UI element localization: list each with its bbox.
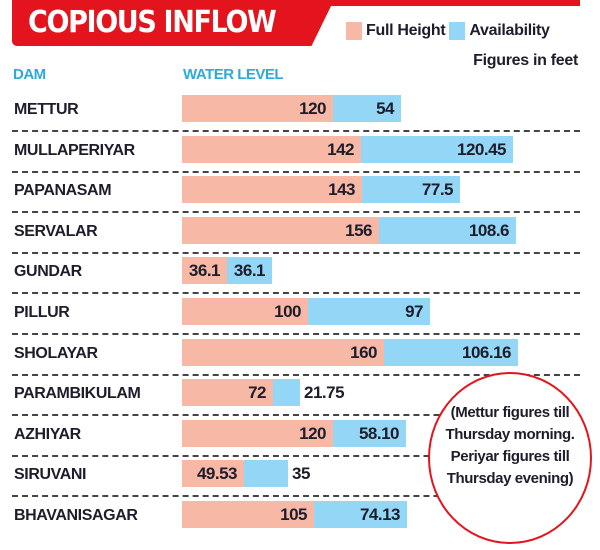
bar-group: 100 97	[182, 298, 430, 325]
dam-name: PARAMBIKULAM	[14, 385, 141, 403]
table-row: SERVALAR 156 108.6	[12, 214, 580, 254]
bar-full-height: 72	[182, 379, 273, 407]
value-full-height: 105	[280, 505, 307, 524]
legend-label-availability: Availability	[469, 22, 550, 39]
bar-availability: 74.13	[314, 501, 407, 528]
row-divider	[12, 292, 580, 295]
row-divider	[12, 211, 580, 214]
row-divider	[12, 454, 580, 457]
value-full-height: 142	[327, 139, 354, 159]
bar-availability: 106.16	[384, 338, 518, 366]
row-divider	[12, 333, 580, 335]
bar-full-height: 49.53	[182, 460, 244, 488]
bar-group: 49.53 35	[182, 460, 310, 488]
bar-availability: 58.10	[333, 419, 406, 447]
dam-name: PILLUR	[14, 304, 70, 321]
value-availability: 35	[292, 464, 310, 484]
bar-group: 160 106.16	[182, 338, 518, 366]
dam-name: BHAVANISAGAR	[14, 507, 138, 524]
units-note: Figures in feet	[473, 52, 578, 69]
bar-availability: 36.1	[227, 257, 272, 285]
table-row: PAPANASAM 143 77.5	[12, 173, 580, 214]
row-divider	[12, 373, 580, 376]
bar-full-height: 143	[182, 176, 362, 204]
value-availability: 54	[376, 99, 394, 118]
row-divider	[12, 495, 580, 498]
value-availability: 97	[405, 302, 423, 321]
row-divider	[12, 414, 580, 417]
footnote-circle: (Mettur figures till Thursday morning. P…	[428, 372, 592, 544]
bar-full-height: 100	[182, 298, 308, 325]
bar-full-height: 105	[182, 501, 314, 528]
table-row: SIRUVANI 49.53 35	[12, 457, 580, 498]
dam-name: MULLAPERIYAR	[14, 141, 135, 159]
value-full-height: 120	[299, 99, 326, 118]
legend-swatch-full-height	[346, 22, 362, 40]
table-row: GUNDAR 36.1 36.1	[12, 254, 580, 295]
title-banner	[12, 0, 334, 46]
bar-availability: 35	[244, 460, 310, 488]
value-full-height: 49.53	[196, 464, 238, 484]
dam-name: PAPANASAM	[14, 182, 112, 200]
column-header-water-level: WATER LEVEL	[183, 66, 284, 83]
table-row: METTUR 120 54	[12, 92, 580, 132]
row-divider	[12, 170, 580, 173]
bar-full-height: 142	[182, 135, 361, 163]
value-full-height: 100	[274, 302, 301, 321]
table-row: BHAVANISAGAR 105 74.13	[12, 498, 580, 538]
bar-availability: 120.45	[361, 135, 513, 163]
dam-name: SERVALAR	[14, 222, 98, 240]
table-row: PARAMBIKULAM 72 21.75	[12, 376, 580, 417]
value-availability: 21.75	[304, 383, 345, 403]
value-full-height: 156	[345, 220, 372, 240]
bar-full-height: 36.1	[182, 257, 227, 285]
legend-swatch-availability	[449, 22, 466, 40]
bar-group: 36.1 36.1	[182, 257, 272, 285]
bar-availability: 108.6	[379, 216, 516, 244]
row-divider	[12, 130, 580, 132]
bar-availability: 77.5	[362, 176, 460, 204]
bar-group: 72 21.75	[182, 379, 345, 407]
value-availability: 77.5	[421, 180, 454, 200]
value-availability: 58.10	[358, 423, 400, 443]
value-availability: 120.45	[457, 139, 507, 159]
bar-availability: 21.75	[273, 379, 345, 407]
bar-group: 120 54	[182, 95, 401, 122]
dam-name: SIRUVANI	[14, 466, 87, 484]
bar-full-height: 160	[182, 338, 384, 366]
value-availability: 106.16	[462, 342, 512, 362]
bar-availability: 97	[308, 298, 430, 325]
dam-name: SHOLAYAR	[14, 344, 98, 362]
value-full-height: 36.1	[188, 261, 221, 281]
table-row: SHOLAYAR 160 106.16	[12, 336, 580, 376]
dam-name: AZHIYAR	[14, 425, 81, 443]
value-full-height: 160	[350, 342, 377, 362]
value-full-height: 143	[328, 180, 355, 200]
bar-full-height: 120	[182, 419, 333, 447]
legend: Full Height Availability	[346, 22, 554, 40]
value-availability: 108.6	[468, 220, 510, 240]
dam-name: GUNDAR	[14, 263, 82, 281]
column-header-dam: DAM	[13, 66, 46, 83]
bar-group: 105 74.13	[182, 501, 407, 528]
bar-group: 142 120.45	[182, 135, 513, 163]
legend-label-full-height: Full Height	[366, 22, 446, 39]
bar-availability: 54	[333, 95, 401, 122]
value-full-height: 120	[299, 423, 326, 443]
value-full-height: 72	[248, 383, 266, 403]
bar-full-height: 156	[182, 216, 379, 244]
bar-group: 156 108.6	[182, 216, 516, 244]
value-availability: 74.13	[359, 505, 401, 524]
chart-title: COPIOUS INFLOW	[28, 5, 277, 40]
bar-group: 143 77.5	[182, 176, 460, 204]
bar-full-height: 120	[182, 95, 333, 122]
table-row: AZHIYAR 120 58.10	[12, 417, 580, 457]
footnote-text: (Mettur figures till Thursday morning. P…	[445, 404, 575, 487]
table-row: MULLAPERIYAR 142 120.45	[12, 133, 580, 173]
bar-group: 120 58.10	[182, 419, 406, 447]
row-divider	[12, 251, 580, 254]
dam-name: METTUR	[14, 101, 79, 118]
value-availability: 36.1	[233, 261, 266, 281]
table-row: PILLUR 100 97	[12, 295, 580, 335]
